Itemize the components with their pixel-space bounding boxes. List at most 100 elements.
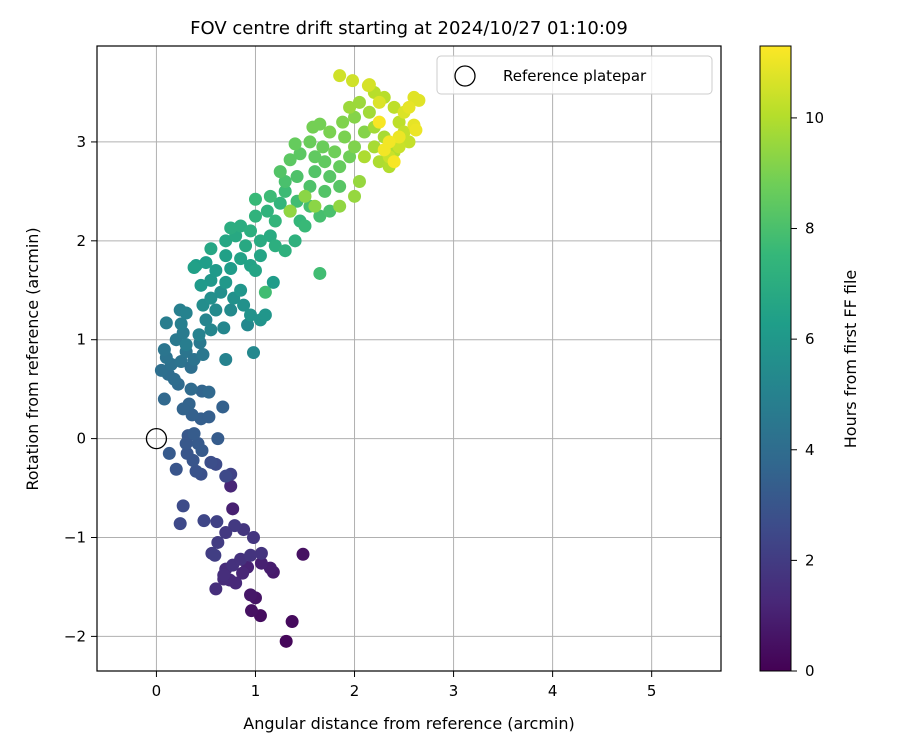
scatter-point bbox=[211, 432, 225, 446]
scatter-point bbox=[308, 199, 322, 213]
scatter-point bbox=[357, 125, 371, 139]
scatter-point bbox=[204, 323, 218, 337]
y-tick-label: −1 bbox=[64, 528, 86, 546]
scatter-point bbox=[392, 140, 406, 154]
scatter-point bbox=[248, 209, 262, 223]
scatter-point bbox=[209, 263, 223, 277]
scatter-point bbox=[290, 170, 304, 184]
scatter-point bbox=[224, 479, 238, 493]
scatter-point bbox=[204, 455, 218, 469]
x-tick-label: 1 bbox=[251, 682, 261, 700]
scatter-point bbox=[179, 338, 193, 352]
scatter-point bbox=[219, 275, 233, 289]
scatter-point bbox=[189, 464, 203, 478]
y-tick-label: 1 bbox=[76, 331, 86, 349]
legend-marker-icon bbox=[454, 65, 476, 87]
scatter-point bbox=[303, 179, 317, 193]
y-tick-label: 3 bbox=[76, 133, 86, 151]
scatter-point bbox=[288, 137, 302, 151]
y-tick-label: 2 bbox=[76, 232, 86, 250]
plot-frame bbox=[96, 45, 722, 672]
scatter-point bbox=[254, 546, 268, 560]
scatter-point bbox=[348, 140, 362, 154]
scatter-point bbox=[248, 263, 262, 277]
scatter-point bbox=[333, 199, 347, 213]
chart-title: FOV centre drift starting at 2024/10/27 … bbox=[190, 18, 628, 39]
y-tick-label: 0 bbox=[76, 430, 86, 448]
scatter-point bbox=[208, 548, 222, 562]
scatter-point bbox=[346, 74, 360, 88]
scatter-point bbox=[219, 234, 233, 248]
scatter-point bbox=[308, 150, 322, 164]
scatter-point bbox=[285, 615, 299, 629]
scatter-point bbox=[176, 499, 190, 513]
scatter-point bbox=[224, 303, 238, 317]
scatter-point bbox=[187, 427, 201, 441]
scatter-point bbox=[333, 179, 347, 193]
scatter-point bbox=[367, 140, 381, 154]
x-tick-label: 3 bbox=[449, 682, 459, 700]
scatter-point bbox=[187, 261, 201, 275]
scatter-point bbox=[387, 155, 401, 169]
scatter-point bbox=[237, 298, 251, 312]
scatter-point bbox=[288, 234, 302, 248]
scatter-point bbox=[204, 291, 218, 305]
scatter-point bbox=[228, 519, 242, 533]
scatter-point bbox=[392, 115, 406, 129]
scatter-point bbox=[211, 535, 225, 549]
scatter-point bbox=[298, 219, 312, 233]
scatter-point bbox=[157, 392, 171, 406]
colorbar-ticks: 0 2 4 6 8 10 bbox=[791, 109, 824, 680]
scatter-point bbox=[323, 170, 337, 184]
scatter-point bbox=[412, 93, 426, 107]
y-axis-ticks: −2 −1 0 1 2 3 bbox=[64, 133, 97, 645]
scatter-point bbox=[328, 145, 342, 159]
scatter-point bbox=[236, 566, 250, 580]
scatter-point bbox=[283, 204, 297, 218]
scatter-point bbox=[253, 249, 267, 263]
scatter-point bbox=[173, 517, 187, 531]
scatter-point bbox=[157, 343, 171, 357]
colorbar-tick-label: 10 bbox=[805, 109, 824, 127]
scatter-point bbox=[361, 79, 375, 93]
scatter-point bbox=[296, 547, 310, 561]
scatter-point bbox=[316, 140, 330, 154]
scatter-point bbox=[219, 469, 233, 483]
scatter-point bbox=[195, 443, 209, 457]
scatter-point bbox=[308, 165, 322, 179]
scatter-point bbox=[209, 303, 223, 317]
scatter-point bbox=[239, 239, 253, 253]
scatter-point bbox=[253, 234, 267, 248]
scatter-point bbox=[318, 155, 332, 169]
scatter-point bbox=[162, 446, 176, 460]
colorbar-tick-label: 8 bbox=[805, 220, 815, 238]
scatter-point bbox=[234, 283, 248, 297]
scatter-point bbox=[372, 115, 386, 129]
scatter-point bbox=[279, 634, 293, 648]
scatter-point bbox=[402, 100, 416, 114]
scatter-point bbox=[263, 229, 277, 243]
scatter-point bbox=[197, 514, 211, 528]
scatter-point bbox=[217, 568, 231, 582]
scatter-point bbox=[248, 192, 262, 206]
scatter-point bbox=[174, 317, 188, 331]
scatter-point bbox=[254, 556, 268, 570]
scatter-point bbox=[194, 278, 208, 292]
x-tick-label: 2 bbox=[350, 682, 360, 700]
scatter-point bbox=[199, 256, 213, 270]
scatter-point bbox=[260, 204, 274, 218]
scatter-point bbox=[202, 385, 216, 399]
scatter-point bbox=[343, 150, 357, 164]
scatter-point bbox=[219, 526, 233, 540]
scatter-point bbox=[268, 239, 282, 253]
scatter-point bbox=[263, 189, 277, 203]
colorbar-tick-label: 6 bbox=[805, 330, 815, 348]
scatter-point bbox=[258, 308, 272, 322]
scatter-point bbox=[234, 552, 248, 566]
scatter-point bbox=[372, 95, 386, 109]
scatter-point bbox=[273, 165, 287, 179]
scatter-point bbox=[219, 352, 233, 366]
legend: Reference platepar bbox=[436, 55, 713, 95]
scatter-point bbox=[283, 153, 297, 167]
scatter-point bbox=[336, 115, 350, 129]
